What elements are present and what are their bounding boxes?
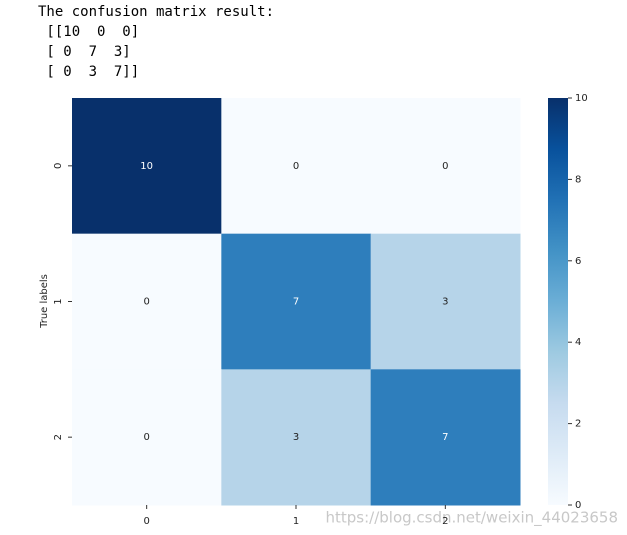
- cell-label: 3: [293, 432, 299, 443]
- cell-label: 0: [442, 161, 448, 172]
- y-tick-label: 2: [53, 434, 64, 440]
- heatmap-cell: [221, 98, 372, 235]
- console-line: The confusion matrix result:: [38, 4, 275, 20]
- heatmap-cell: [370, 98, 521, 235]
- console-output: The confusion matrix result: [[10 0 0] […: [38, 2, 274, 82]
- heatmap-cell: [221, 233, 372, 370]
- heatmap-cell: [370, 369, 521, 506]
- colorbar-tick-label: 4: [575, 337, 581, 348]
- console-line: [ 0 7 3]: [38, 44, 131, 60]
- colorbar-tick-label: 8: [575, 174, 581, 185]
- heatmap-cell: [72, 98, 222, 235]
- cell-label: 0: [143, 297, 149, 308]
- heatmap-cell: [221, 369, 372, 506]
- cell-label: 7: [293, 297, 299, 308]
- console-line: [ 0 3 7]]: [38, 64, 140, 80]
- watermark: https://blog.csdn.net/weixin_44023658: [325, 509, 618, 528]
- cell-label: 3: [442, 297, 448, 308]
- colorbar: [548, 98, 568, 505]
- colorbar-tick-label: 10: [575, 93, 588, 104]
- x-tick-label: 2: [442, 516, 448, 527]
- colorbar-tick-label: 2: [575, 419, 581, 430]
- heatmap-cell: [72, 369, 222, 506]
- heatmap-cell: [72, 233, 222, 370]
- colorbar-tick-label: 6: [575, 256, 581, 267]
- y-tick-label: 1: [53, 298, 64, 304]
- x-tick-label: 1: [293, 516, 299, 527]
- y-tick-label: 0: [53, 163, 64, 169]
- cell-label: 0: [293, 161, 299, 172]
- heatmap-cell: [370, 233, 521, 370]
- console-line: [[10 0 0]: [38, 24, 140, 40]
- y-axis-label: True labels: [39, 274, 50, 329]
- colorbar-tick-label: 0: [575, 500, 581, 511]
- cell-label: 7: [442, 432, 448, 443]
- cell-label: 0: [143, 432, 149, 443]
- cell-label: 10: [140, 161, 153, 172]
- x-tick-label: 0: [143, 516, 149, 527]
